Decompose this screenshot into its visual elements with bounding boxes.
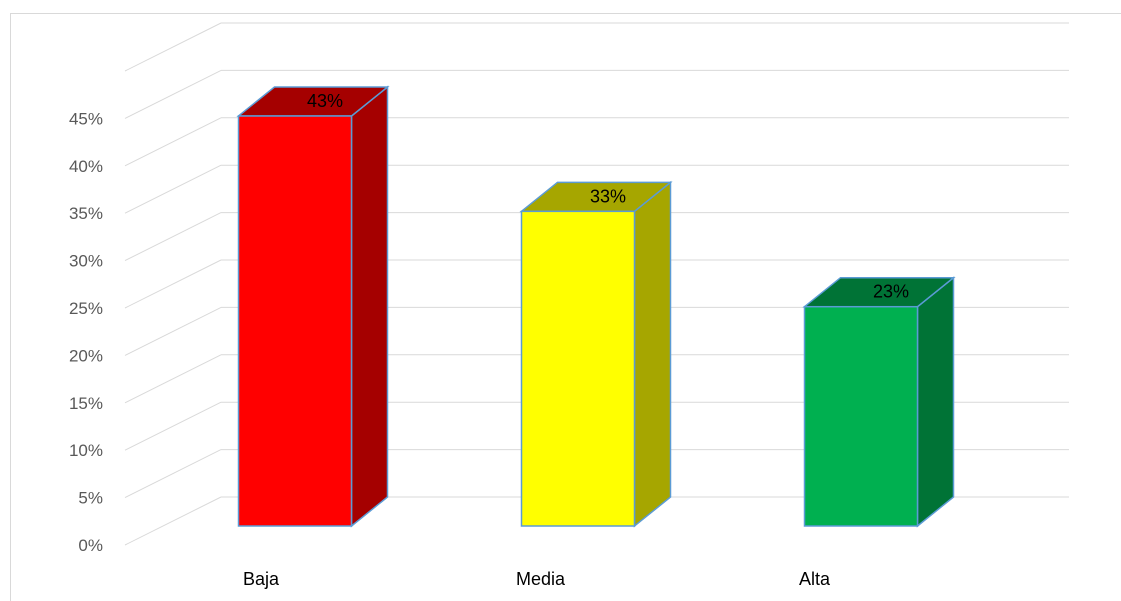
y-tick-label: 30% bbox=[69, 252, 103, 271]
y-axis-ticks: 0% 5% 10% 15% 20% 25% 30% 35% 40% 45% bbox=[69, 109, 103, 555]
y-tick-label: 25% bbox=[69, 299, 103, 318]
data-label: 33% bbox=[590, 186, 626, 206]
y-tick-label: 45% bbox=[69, 109, 103, 128]
y-tick-label: 10% bbox=[69, 441, 103, 460]
y-tick-label: 15% bbox=[69, 394, 103, 413]
gridline-diagonal bbox=[124, 306, 222, 356]
gridline-diagonal bbox=[124, 354, 222, 404]
x-category-label: Baja bbox=[243, 569, 280, 589]
x-axis-categories: Baja Media Alta bbox=[243, 569, 831, 589]
y-tick-label: 20% bbox=[69, 346, 103, 365]
gridline-diagonal bbox=[124, 69, 222, 119]
gridline-diagonal bbox=[124, 259, 222, 309]
x-category-label: Media bbox=[516, 569, 566, 589]
gridline-diagonal bbox=[124, 22, 222, 72]
bars: 43% 33% 23% bbox=[236, 85, 956, 528]
bar-side bbox=[633, 180, 672, 528]
bar-front bbox=[237, 115, 353, 527]
gridline-diagonal bbox=[124, 117, 222, 167]
gridline-diagonal bbox=[124, 449, 222, 499]
bar-side bbox=[916, 276, 955, 528]
gridline-diagonal bbox=[124, 164, 222, 214]
x-category-label: Alta bbox=[799, 569, 831, 589]
bar-media: 33% bbox=[519, 180, 673, 528]
y-tick-label: 40% bbox=[69, 157, 103, 176]
bar-front bbox=[803, 305, 919, 527]
data-label: 23% bbox=[873, 282, 909, 302]
y-tick-label: 5% bbox=[78, 489, 103, 508]
gridline-diagonal bbox=[124, 212, 222, 262]
bar-front bbox=[520, 210, 636, 527]
bar-side bbox=[350, 85, 389, 528]
chart-frame bbox=[10, 13, 1121, 601]
gridline-diagonal bbox=[124, 401, 222, 451]
bar-alta: 23% bbox=[802, 276, 956, 528]
y-tick-label: 35% bbox=[69, 204, 103, 223]
gridline-diagonal bbox=[124, 496, 222, 546]
data-label: 43% bbox=[307, 91, 343, 111]
bar-baja: 43% bbox=[236, 85, 390, 528]
y-tick-label: 0% bbox=[78, 536, 103, 555]
